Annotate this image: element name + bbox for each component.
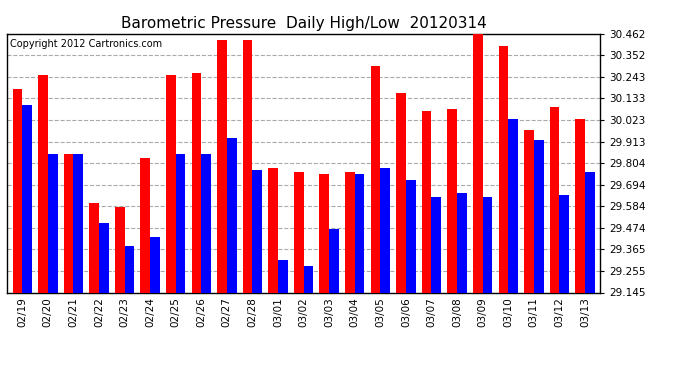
Bar	[140, 158, 150, 292]
Bar	[447, 109, 457, 292]
Bar	[524, 130, 534, 292]
Bar	[473, 34, 482, 292]
Bar	[431, 197, 441, 292]
Bar	[99, 223, 109, 292]
Bar	[457, 193, 466, 292]
Bar	[38, 75, 48, 292]
Bar	[319, 174, 329, 292]
Bar	[560, 195, 569, 292]
Bar	[406, 180, 415, 292]
Bar	[63, 154, 73, 292]
Title: Barometric Pressure  Daily High/Low  20120314: Barometric Pressure Daily High/Low 20120…	[121, 16, 486, 31]
Bar	[48, 154, 57, 292]
Bar	[217, 40, 227, 292]
Bar	[243, 40, 253, 292]
Bar	[422, 111, 431, 292]
Text: Copyright 2012 Cartronics.com: Copyright 2012 Cartronics.com	[10, 39, 162, 49]
Bar	[585, 172, 595, 292]
Bar	[482, 197, 493, 292]
Bar	[509, 118, 518, 292]
Bar	[575, 118, 585, 292]
Bar	[227, 138, 237, 292]
Bar	[192, 74, 201, 292]
Bar	[294, 172, 304, 292]
Bar	[355, 174, 364, 292]
Bar	[534, 140, 544, 292]
Bar	[22, 105, 32, 292]
Bar	[304, 266, 313, 292]
Bar	[12, 89, 22, 292]
Bar	[89, 203, 99, 292]
Bar	[201, 154, 211, 292]
Bar	[150, 237, 160, 292]
Bar	[176, 154, 186, 292]
Bar	[550, 107, 560, 292]
Bar	[345, 172, 355, 292]
Bar	[329, 229, 339, 292]
Bar	[371, 66, 380, 292]
Bar	[253, 170, 262, 292]
Bar	[380, 168, 390, 292]
Bar	[268, 168, 278, 292]
Bar	[396, 93, 406, 292]
Bar	[278, 260, 288, 292]
Bar	[115, 207, 125, 292]
Bar	[166, 75, 176, 292]
Bar	[73, 154, 83, 292]
Bar	[498, 46, 509, 292]
Bar	[125, 246, 135, 292]
